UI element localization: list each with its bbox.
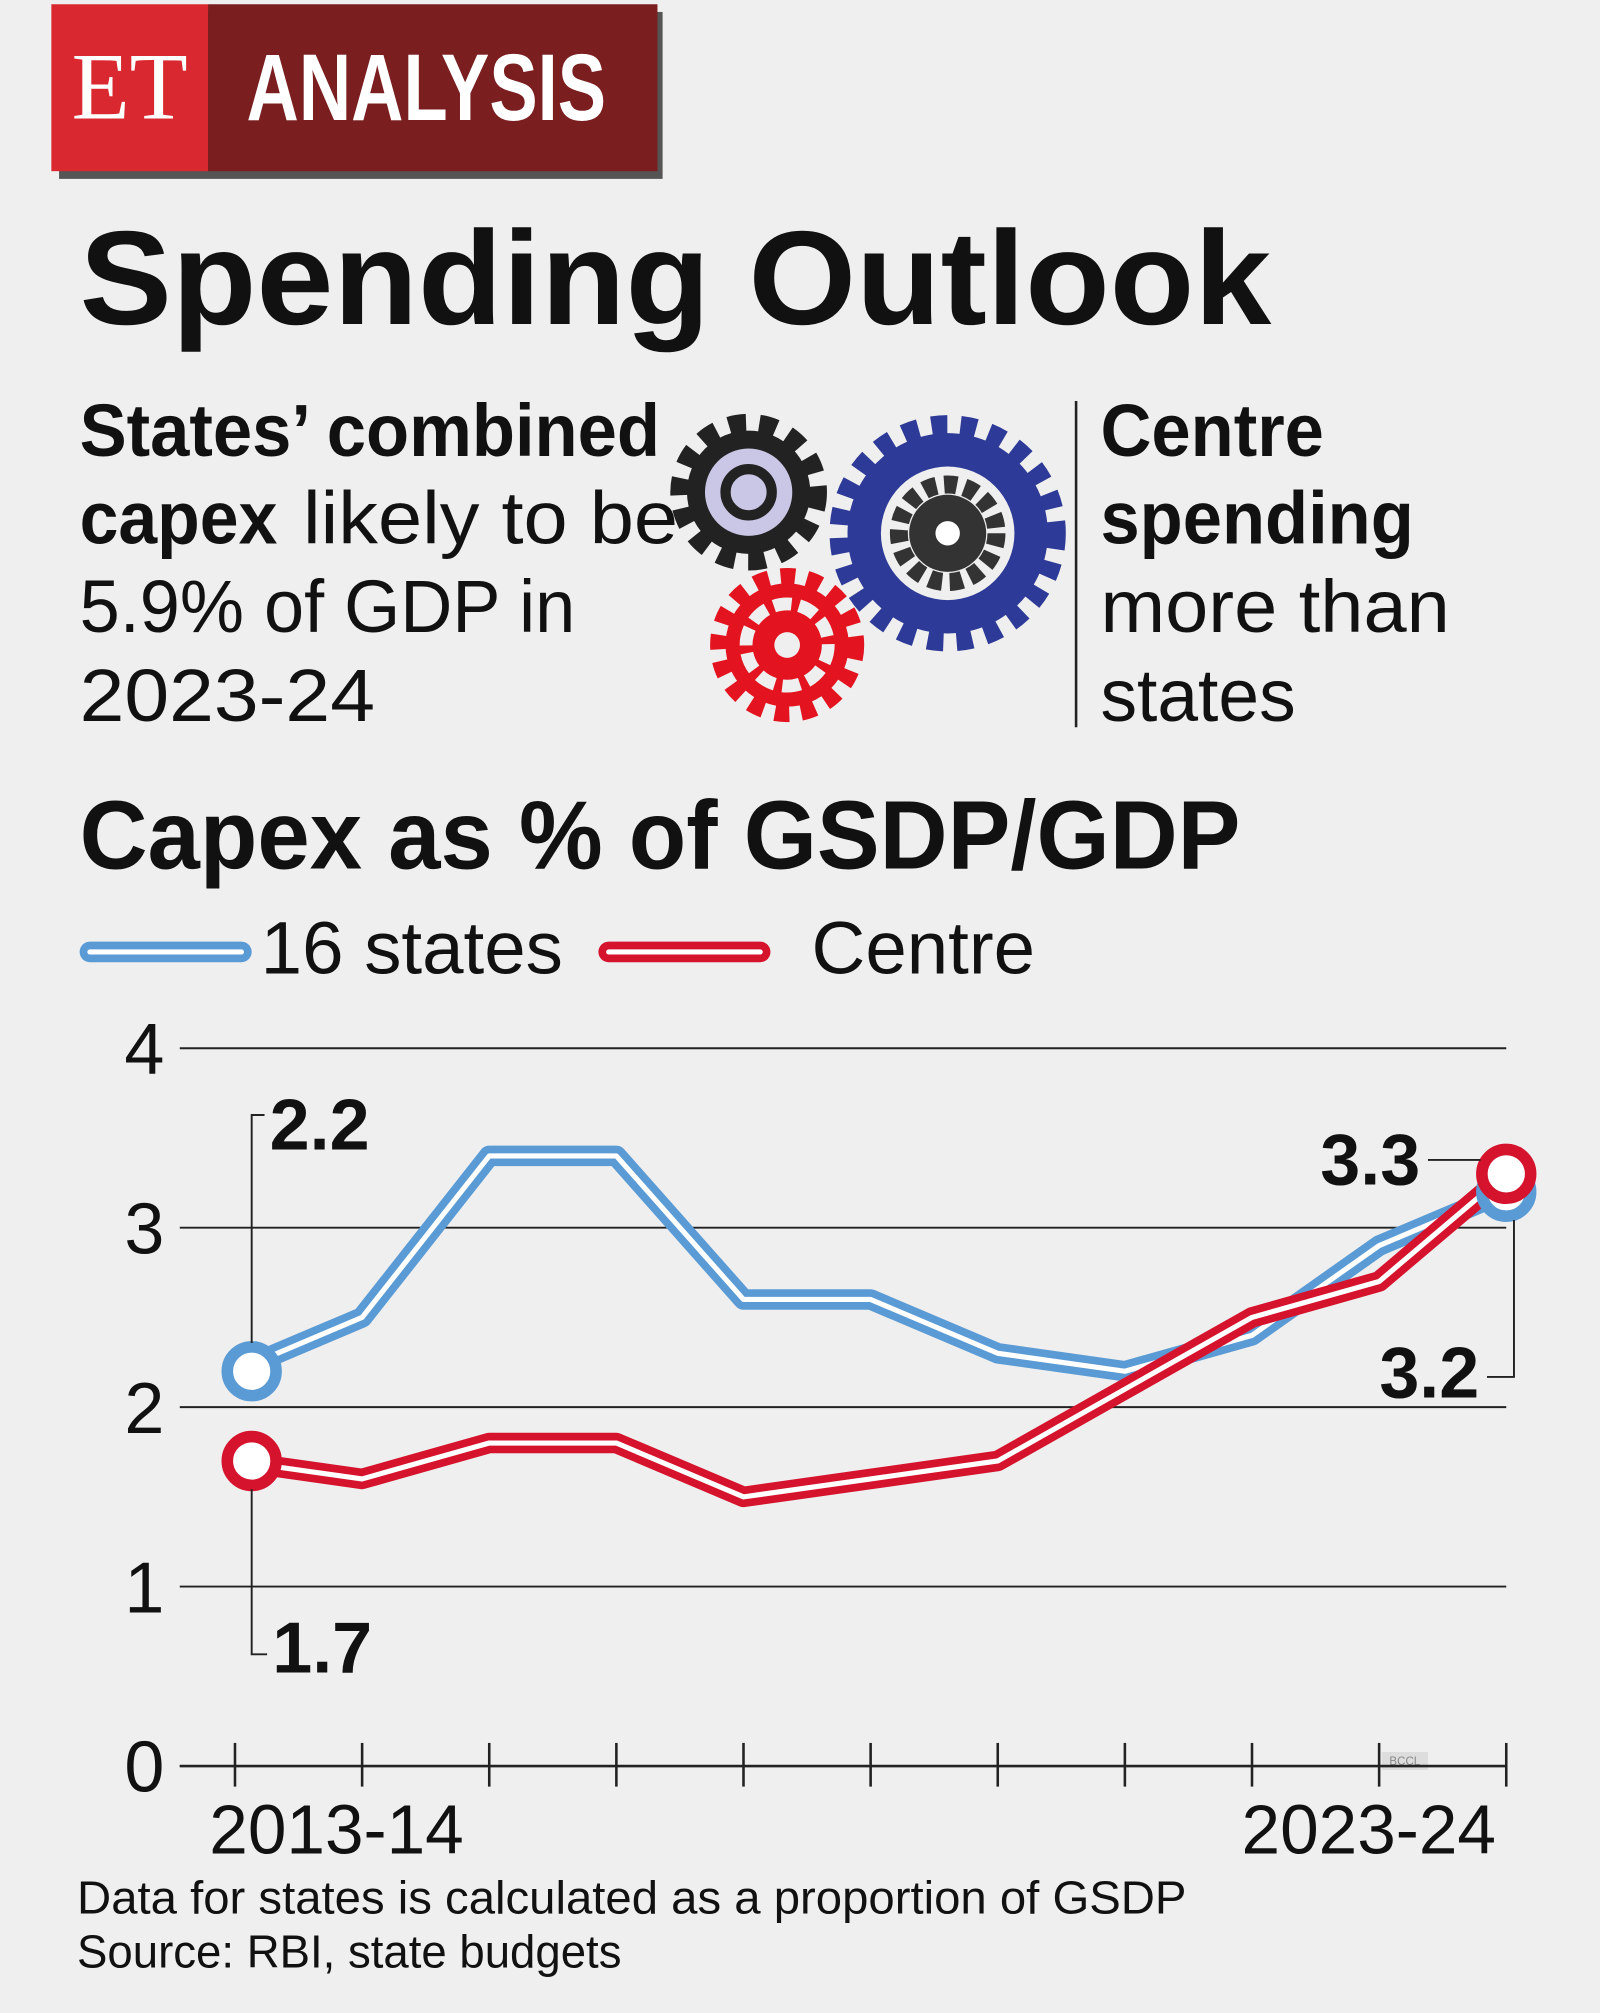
badge-left xyxy=(51,4,209,172)
data-label: 3.3 xyxy=(1320,1120,1420,1200)
intro-bold: capex xyxy=(80,477,278,560)
gear-hub xyxy=(774,632,800,658)
label-leader xyxy=(250,1114,265,1344)
intro-left: States’ combined capex likely to be 5.9%… xyxy=(80,389,699,737)
page-title: Spending Outlook xyxy=(80,204,1272,353)
intro-text: more than xyxy=(1100,565,1449,648)
legend-label: 16 states xyxy=(261,907,563,990)
gear-small xyxy=(889,475,1006,592)
watermark: BCCL xyxy=(1389,1756,1420,1768)
x-tick-label: 2013-14 xyxy=(209,1790,463,1868)
data-label: 3.2 xyxy=(1379,1334,1479,1414)
gear-inner xyxy=(704,448,793,536)
intro-bold: States’ combined xyxy=(80,389,660,472)
gear-hub xyxy=(929,514,967,552)
y-tick-label: 2 xyxy=(124,1369,164,1449)
data-label: 2.2 xyxy=(270,1086,370,1166)
label-leader xyxy=(250,1489,268,1656)
end-point xyxy=(221,1341,282,1402)
gear-ring xyxy=(720,463,777,521)
intro-text: likely to be xyxy=(303,477,678,560)
gears xyxy=(670,413,1066,723)
badge-right xyxy=(208,4,658,172)
intro-text: 2023-24 xyxy=(80,654,375,737)
end-point xyxy=(1476,1143,1537,1205)
badge-analysis: ANALYSIS xyxy=(247,35,607,141)
series-line-highlight xyxy=(234,1171,1508,1500)
footnote: Data for states is calculated as a propo… xyxy=(77,1872,1186,1924)
y-tick-label: 0 xyxy=(124,1728,164,1808)
intro-bold: spending xyxy=(1100,477,1413,560)
x-tick-label: 2023-24 xyxy=(1242,1790,1496,1868)
y-tick-label: 3 xyxy=(124,1189,164,1269)
gear-holes xyxy=(739,597,835,693)
intro-text: states xyxy=(1100,654,1295,737)
legend-label: Centre xyxy=(812,907,1036,990)
chart-title: Capex as % of GSDP/GDP xyxy=(80,780,1241,889)
intro-text: 5.9% of GDP in xyxy=(80,565,576,648)
end-point xyxy=(221,1430,282,1492)
intro-bold: Centre xyxy=(1100,389,1323,472)
gear-teeth xyxy=(670,413,827,571)
y-tick-label: 1 xyxy=(124,1548,164,1628)
data-label: 1.7 xyxy=(272,1608,372,1688)
label-leader xyxy=(1486,1220,1515,1378)
gear-teeth xyxy=(829,415,1066,652)
gear-teeth xyxy=(710,567,865,723)
badge-et: ET xyxy=(72,34,188,140)
y-tick-label: 4 xyxy=(124,1010,164,1090)
footnote: Source: RBI, state budgets xyxy=(77,1926,621,1978)
intro-right: Centre spending more than states xyxy=(1100,389,1470,737)
